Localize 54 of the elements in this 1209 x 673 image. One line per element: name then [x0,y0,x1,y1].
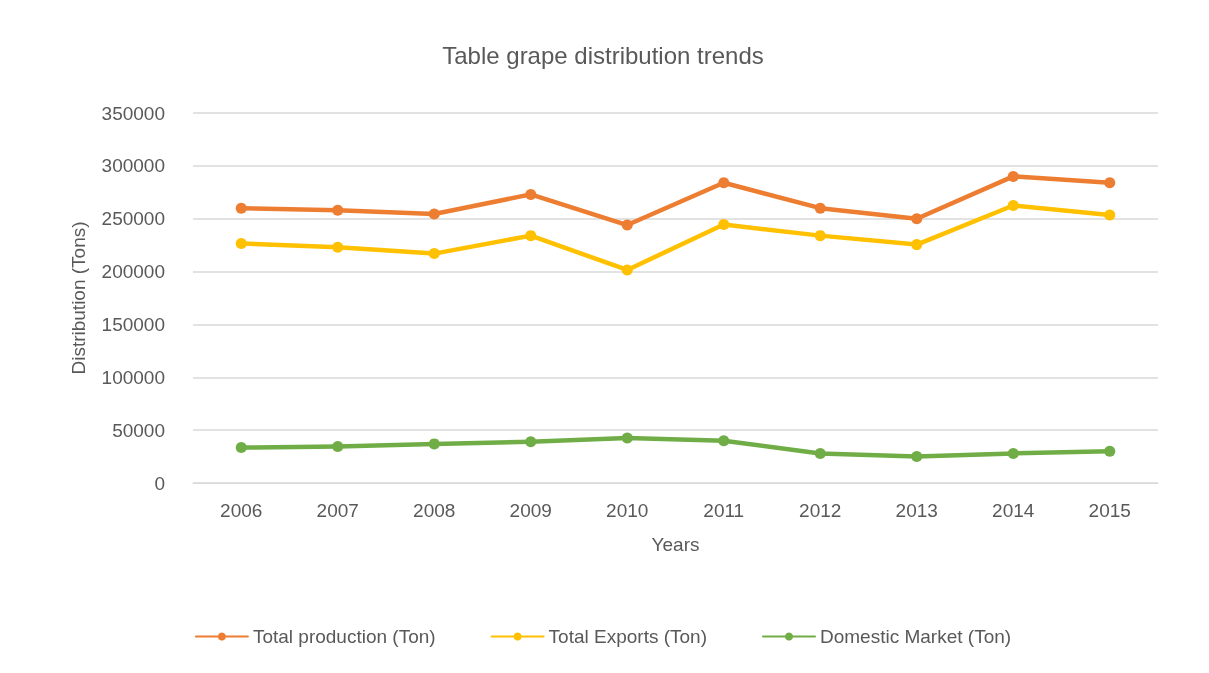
x-tick-label: 2008 [413,500,456,521]
point [814,447,826,459]
chart-title: Table grape distribution trends [442,41,764,69]
x-tick-label: 2007 [316,500,359,521]
point [235,442,247,454]
point [235,202,247,214]
y-tick-label: 50000 [112,419,165,441]
point [1104,177,1116,189]
y-axis-title: Distribution (Tons) [68,221,89,375]
point [332,241,344,253]
y-tick-label: 0 [154,472,165,494]
x-tick-label: 2014 [992,500,1035,521]
point [621,264,633,276]
point [718,219,730,231]
x-tick-label: 2010 [606,500,649,521]
point [525,230,537,242]
point [1104,209,1116,221]
point [428,208,440,220]
legend-label: Total Exports (Ton) [548,626,708,647]
point [332,441,344,453]
y-tick-label: 150000 [101,313,165,335]
y-tick-label: 250000 [101,208,165,230]
x-tick-label: 2009 [509,500,552,521]
x-tick-label: 2013 [895,500,938,521]
point [621,219,633,231]
point [1007,447,1019,459]
point [911,239,923,251]
point [911,451,923,463]
legend-label: Domestic Market (Ton) [820,626,1012,647]
y-tick-label: 350000 [101,102,165,124]
y-tick-label: 100000 [101,366,165,388]
point [428,438,440,450]
point [525,188,537,200]
point [718,177,730,189]
x-tick-label: 2011 [703,500,745,521]
legend-label: Total production (Ton) [252,626,436,647]
y-tick-label: 200000 [101,261,165,283]
point [1007,170,1019,182]
point [525,436,537,448]
point [1104,445,1116,457]
point [718,435,730,447]
point [332,204,344,216]
x-tick-label: 2012 [799,500,842,521]
point [621,432,633,444]
point [814,230,826,242]
point [1007,200,1019,211]
point [911,213,923,225]
point [235,238,247,250]
point [428,248,440,260]
y-tick-label: 300000 [101,155,165,177]
x-tick-label: 2006 [220,500,263,521]
point [814,202,826,214]
x-tick-label: 2015 [1088,500,1131,521]
x-axis-title: Years [651,534,700,555]
